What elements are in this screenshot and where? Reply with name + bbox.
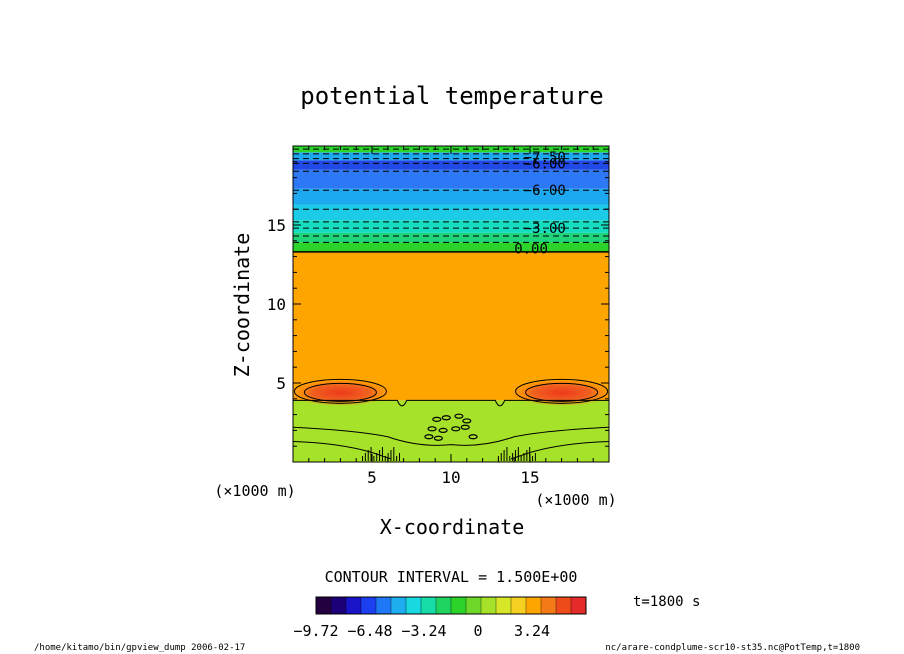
field-band [293, 242, 609, 252]
field-band [293, 400, 609, 462]
colorbar-segment [451, 597, 467, 614]
colorbar-segment [496, 597, 512, 614]
contour-cell [432, 416, 442, 422]
field-band [293, 152, 609, 161]
x-axis-ticks: 5 10 15 [367, 468, 539, 487]
y-axis-ticks: 5 10 15 [267, 216, 286, 393]
contour-label: −3.00 [524, 221, 566, 237]
y-axis-label: Z-coordinate [230, 233, 254, 378]
contour-line [293, 399, 609, 407]
colorbar-segment [571, 597, 587, 614]
contour-cell [424, 434, 434, 440]
field-band [293, 160, 609, 170]
contour-interval-label: CONTOUR INTERVAL = 1.500E+00 [325, 568, 578, 586]
contour-cell [441, 415, 451, 421]
contour-label: 0.00 [514, 242, 548, 258]
contour-line [515, 378, 609, 404]
x-tick-label: 15 [520, 468, 539, 487]
contour-cell [462, 418, 472, 424]
field-band [293, 251, 609, 401]
field-band [293, 204, 609, 221]
colorbar-segment [526, 597, 542, 614]
y-axis-unit: (×1000 m) [214, 482, 295, 500]
y-tick-label: 15 [267, 216, 286, 235]
colorbar-segment [421, 597, 437, 614]
colorbar-segment [391, 597, 407, 614]
colorbar-segment [361, 597, 377, 614]
colorbar-frame [315, 596, 587, 615]
x-axis-label: X-coordinate [380, 515, 525, 539]
contour-label: −7.50 [524, 150, 566, 166]
contour-line [293, 378, 387, 404]
time-label: t=1800 s [633, 594, 700, 610]
contour-cell [460, 424, 470, 430]
colorbar-segment [346, 597, 362, 614]
colorbar-tick-label: −3.24 [401, 622, 446, 640]
contour-cell [433, 435, 443, 441]
colorbar-tick-label: 3.24 [514, 622, 550, 640]
colorbar-segment [541, 597, 557, 614]
chart-title: potential temperature [300, 82, 603, 110]
x-axis-unit: (×1000 m) [535, 491, 616, 509]
footer-right-text: nc/arare-condplume-scr10-st35.nc@PotTemp… [605, 643, 860, 653]
colorbar-tick-label: −9.72 [293, 622, 338, 640]
contour-label: −6.00 [524, 183, 566, 199]
colorbar-segment [511, 597, 527, 614]
colorbar [315, 596, 587, 615]
contour-line [293, 440, 392, 460]
field-band [293, 169, 609, 189]
field-band [293, 232, 609, 243]
x-tick-label: 10 [441, 468, 460, 487]
y-tick-label: 10 [267, 295, 286, 314]
colorbar-segment [481, 597, 497, 614]
field-band [293, 188, 609, 205]
contour-cell [468, 434, 478, 440]
field-band [293, 220, 609, 233]
contour-cell [451, 426, 461, 432]
y-tick-label: 5 [276, 374, 286, 393]
plot-area: −7.50−6.00−6.00−3.000.00 [292, 145, 610, 463]
contour-cell [454, 413, 464, 419]
colorbar-segment [331, 597, 347, 614]
colorbar-segment [466, 597, 482, 614]
contour-label: −6.00 [524, 156, 566, 172]
contour-cell [427, 426, 437, 432]
colorbar-segment [316, 597, 332, 614]
contour-cell [438, 427, 448, 433]
colorbar-tick-labels: −9.72 −6.48 −3.24 0 3.24 [293, 622, 550, 640]
colorbar-segment [406, 597, 422, 614]
contour-line [293, 426, 609, 446]
colorbar-segment [436, 597, 452, 614]
colorbar-tick-label: −6.48 [347, 622, 392, 640]
colorbar-segment [556, 597, 572, 614]
contour-line [303, 382, 377, 402]
colorbar-tick-label: 0 [473, 622, 482, 640]
footer-left-text: /home/kitamo/bin/gpview_dump 2006-02-17 [34, 643, 245, 653]
x-tick-label: 5 [367, 468, 377, 487]
contour-line [525, 382, 599, 402]
colorbar-segment [376, 597, 392, 614]
